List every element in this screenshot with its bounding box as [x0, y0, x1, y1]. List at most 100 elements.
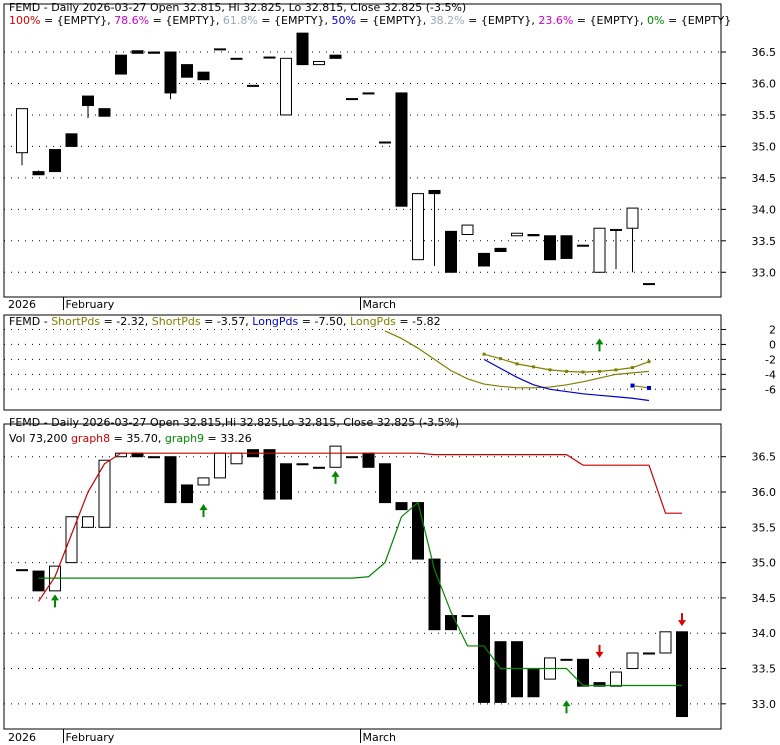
volume-label: Vol 73,200: [9, 432, 71, 445]
series-point: [532, 365, 535, 369]
candle-body: [511, 641, 523, 698]
y-tick-label: 36.5: [752, 451, 777, 464]
candle-body: [82, 95, 94, 107]
fib-0-label: 0%: [647, 14, 665, 27]
oscillator-panel-grid: [4, 328, 721, 390]
y-tick-label: 33.5: [752, 663, 777, 676]
series-point: [482, 352, 486, 356]
candle-body: [32, 570, 45, 592]
y-tick-label: 34.0: [752, 627, 777, 640]
oscillator-panel-frame: [3, 314, 722, 411]
candle-body: [329, 54, 342, 59]
series-point: [565, 369, 568, 373]
candle-body: [346, 456, 358, 459]
candle-body: [593, 227, 606, 273]
fib-382-value: = {EMPTY},: [464, 14, 539, 27]
price-panel-bottom-x-axis: 2026 February March: [8, 729, 396, 744]
candle-body: [346, 98, 358, 101]
fib-0-value: = {EMPTY}: [664, 14, 732, 27]
candle-body: [527, 234, 540, 237]
y-tick-label: 36.5: [752, 46, 777, 59]
y-tick-label: -6: [765, 383, 776, 396]
shortpds-2-label: ShortPds: [151, 315, 201, 328]
y-tick-label: 33.5: [752, 235, 777, 248]
candle-body: [461, 615, 474, 618]
series-line-graph8: [38, 452, 682, 602]
price-panel-bottom-frame: [3, 423, 722, 730]
fib-levels-legend: 100% = {EMPTY}, 78.6% = {EMPTY}, 61.8% =…: [9, 14, 731, 27]
candle-body: [65, 133, 78, 147]
series-point: [647, 360, 651, 364]
candle-body: [560, 658, 573, 661]
candle-body: [296, 32, 309, 66]
candle-body: [296, 463, 309, 466]
series-point: [631, 366, 634, 370]
candle-body: [478, 615, 490, 703]
candle-body: [428, 558, 441, 631]
series-point: [499, 357, 502, 361]
candle-body: [65, 516, 78, 564]
candle-body: [544, 235, 556, 261]
candle-body: [247, 84, 259, 87]
candle-body: [428, 189, 441, 195]
graph9-value: = 33.26: [204, 432, 252, 445]
series-point: [614, 368, 618, 372]
y-tick-label: 34.0: [752, 203, 777, 216]
fib-100-label: 100%: [9, 14, 41, 27]
fib-786-value: = {EMPTY},: [149, 14, 223, 27]
y-tick-label: 35.0: [752, 140, 777, 153]
y-tick-label: 36.0: [752, 77, 777, 90]
x-tick-label: 2026: [8, 731, 36, 744]
candle-body: [494, 641, 507, 703]
shortpds-2-value: = -3.57,: [200, 315, 253, 328]
price-panel-top-x-axis: 2026 February March: [8, 297, 396, 311]
series-line-longpds: [483, 358, 650, 402]
up-arrow-icon: [331, 470, 340, 484]
candle-body: [131, 50, 144, 54]
y-tick-label: 0: [769, 338, 776, 351]
price-panel-bottom-y-axis: 36.5 36.0 35.5 35.0 34.5 34.0 33.5 33.0: [721, 451, 776, 711]
longpds-2-value: = -5.82: [395, 315, 441, 328]
bottom-panel-legend: Vol 73,200 graph8 = 35.70, graph9 = 33.2…: [9, 432, 252, 445]
candle-body: [626, 652, 639, 670]
x-tick-label: 2026: [8, 298, 36, 311]
candle-body: [313, 466, 325, 469]
price-panel-top: 36.5 36.0 35.5 35.0 34.5 34.0 33.5 33.0 2026 Feb…: [3, 3, 776, 311]
candle-body: [478, 252, 490, 267]
y-tick-label: 34.5: [752, 172, 777, 185]
oscillator-legend: FEMD - ShortPds = -2.32, ShortPds = -3.5…: [9, 315, 441, 328]
y-tick-label: 34.5: [752, 592, 777, 605]
candle-body: [527, 668, 540, 698]
y-tick-label: -2: [765, 353, 776, 366]
candle-body: [197, 477, 210, 486]
candle-body: [643, 283, 655, 286]
oscillator-panel: 2 0 -2 -4 -6: [3, 314, 776, 411]
graph8-label: graph8: [70, 432, 111, 445]
candle-body: [329, 445, 342, 468]
candle-body: [412, 502, 424, 560]
oscillator-prefix: FEMD -: [9, 315, 52, 328]
candle-body: [395, 502, 408, 511]
up-arrow-icon: [595, 338, 604, 352]
x-tick-label: February: [66, 298, 115, 311]
candle-body: [362, 452, 375, 468]
candle-body: [148, 456, 160, 459]
candle-body: [263, 449, 276, 500]
top-panel-quote: FEMD - Daily 2026-03-27 Open 32.815, Hi …: [9, 1, 467, 14]
fib-382-label: 38.2%: [429, 14, 465, 27]
candle-body: [610, 671, 622, 687]
price-panel-top-y-axis: 36.5 36.0 35.5 35.0 34.5 34.0 33.5 33.0: [721, 46, 776, 279]
candle-body: [82, 516, 94, 528]
series-point: [598, 369, 601, 373]
down-arrow-icon: [678, 613, 686, 627]
series-point: [581, 370, 585, 374]
candle-body: [181, 484, 193, 504]
candle-body: [214, 48, 226, 51]
x-tick-label: March: [363, 731, 397, 744]
candle-body: [362, 92, 375, 95]
graph8-value: = 35.70,: [110, 432, 165, 445]
series-point: [647, 385, 651, 390]
candle-body: [16, 569, 28, 572]
candle-body: [197, 71, 210, 81]
candle-body: [49, 149, 61, 173]
